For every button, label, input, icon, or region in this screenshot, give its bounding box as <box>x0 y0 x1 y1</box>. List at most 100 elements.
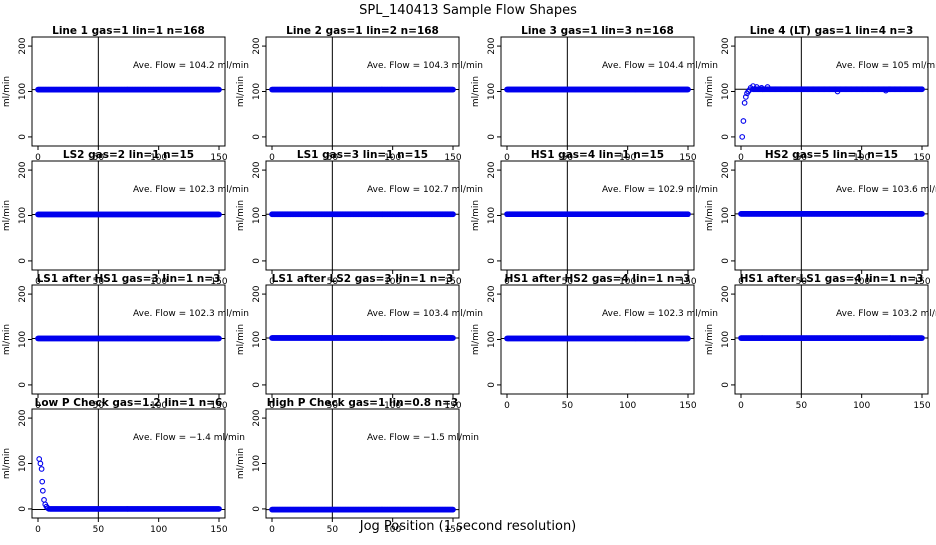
y-tick-label: 0 <box>252 134 262 140</box>
x-tick-label: 50 <box>93 153 105 163</box>
x-tick-label: 150 <box>913 401 930 411</box>
x-tick-label: 50 <box>93 401 105 411</box>
average-flow-annotation: Ave. Flow = 102.9 ml/min <box>602 185 718 195</box>
y-tick-label: 0 <box>487 134 497 140</box>
y-tick-label: 100 <box>252 207 262 224</box>
panel-title: Low P Check gas=1.2 lin=1 n=6 <box>35 397 223 409</box>
x-tick-label: 50 <box>93 277 105 287</box>
y-tick-label: 100 <box>721 83 731 100</box>
x-tick-label: 0 <box>738 153 744 163</box>
y-tick-label: 200 <box>18 409 28 426</box>
x-tick-label: 0 <box>269 153 275 163</box>
y-tick-label: 200 <box>18 37 28 54</box>
panel-title: Line 1 gas=1 lin=1 n=168 <box>52 25 205 37</box>
y-tick-label: 100 <box>18 455 28 472</box>
x-tick-label: 100 <box>150 525 167 535</box>
y-tick-label: 0 <box>18 506 28 512</box>
panel-title: LS2 gas=2 lin=1 n=15 <box>63 149 194 161</box>
data-point <box>450 86 456 93</box>
chart-panel: High P Check gas=1 lin=0.8 n=3 ml/min 0 50 1… <box>236 397 479 535</box>
panel-title: HS2 gas=5 lin=1 n=15 <box>765 149 898 161</box>
y-tick-label: 0 <box>252 382 262 388</box>
x-tick-label: 0 <box>504 401 510 411</box>
y-tick-label: 200 <box>252 409 262 426</box>
x-tick-label: 150 <box>679 277 696 287</box>
data-point <box>216 86 222 93</box>
y-tick-label: 100 <box>18 83 28 100</box>
x-tick-label: 150 <box>444 525 461 535</box>
y-tick-label: 0 <box>487 258 497 264</box>
data-point <box>39 478 46 485</box>
x-tick-label: 150 <box>210 277 227 287</box>
figure-title: SPL_140413 Sample Flow Shapes <box>359 3 577 18</box>
x-tick-label: 50 <box>796 153 808 163</box>
chart-panel: Line 1 gas=1 lin=1 n=168 ml/min 0 50 100 150 0… <box>2 25 249 163</box>
average-flow-annotation: Ave. Flow = 102.3 ml/min <box>133 309 249 319</box>
panel-title: LS1 gas=3 lin=1 n=15 <box>297 149 428 161</box>
chart-panel: HS1 after LS1 gas=4 lin=1 n=3 ml/min 0 50 10… <box>705 273 936 411</box>
plot-frame <box>265 408 460 519</box>
x-tick-label: 0 <box>35 153 41 163</box>
data-point <box>450 335 456 341</box>
y-axis-label: ml/min <box>705 324 715 355</box>
chart-panel: LS1 gas=3 lin=1 n=15 ml/min 0 50 100 150 0 100 2… <box>236 149 483 287</box>
y-axis-label: ml/min <box>471 76 481 107</box>
x-tick-label: 150 <box>913 277 930 287</box>
y-tick-label: 200 <box>487 37 497 54</box>
data-point <box>450 506 456 513</box>
y-tick-label: 200 <box>721 161 731 178</box>
x-tick-label: 0 <box>504 277 510 287</box>
y-tick-label: 100 <box>18 207 28 224</box>
chart-panel: HS1 after HS2 gas=4 lin=1 n=3 ml/min 0 50 10… <box>471 273 718 411</box>
y-tick-label: 100 <box>252 455 262 472</box>
data-points <box>35 335 222 342</box>
data-point <box>216 211 222 218</box>
average-flow-annotation: Ave. Flow = 104.3 ml/min <box>367 61 483 71</box>
x-tick-label: 0 <box>35 401 41 411</box>
panel-title: LS1 after LS2 gas=3 lin=1 n=3 <box>272 273 454 285</box>
y-tick-label: 100 <box>487 207 497 224</box>
data-points <box>738 335 925 341</box>
y-tick-label: 0 <box>18 382 28 388</box>
average-flow-annotation: Ave. Flow = 104.2 ml/min <box>133 61 249 71</box>
data-points <box>269 86 456 93</box>
data-point <box>36 456 43 462</box>
average-flow-annotation: Ave. Flow = 103.2 ml/min <box>836 309 936 319</box>
y-tick-label: 200 <box>487 161 497 178</box>
y-axis-label: ml/min <box>705 76 715 107</box>
average-flow-annotation: Ave. Flow = 102.3 ml/min <box>602 309 718 319</box>
chart-panel: Line 3 gas=1 lin=3 n=168 ml/min 0 50 100 150 0… <box>471 25 718 163</box>
data-point <box>919 211 925 217</box>
data-points <box>269 335 456 341</box>
y-tick-label: 200 <box>18 285 28 302</box>
average-flow-annotation: Ave. Flow = −1.5 ml/min <box>367 433 479 443</box>
x-tick-label: 50 <box>93 525 105 535</box>
data-point <box>38 466 45 472</box>
y-tick-label: 0 <box>721 382 731 388</box>
chart-panel: Line 4 (LT) gas=1 lin=4 n=3 ml/min 0 50 100 1… <box>705 25 936 163</box>
x-tick-label: 150 <box>679 153 696 163</box>
chart-panel: LS1 after HS1 gas=3 lin=1 n=3 ml/min 0 50 10… <box>2 273 249 411</box>
x-tick-label: 100 <box>384 401 401 411</box>
x-tick-label: 150 <box>444 401 461 411</box>
y-tick-label: 200 <box>252 161 262 178</box>
y-tick-label: 200 <box>721 285 731 302</box>
data-point <box>41 496 47 503</box>
x-tick-label: 150 <box>444 277 461 287</box>
x-tick-label: 150 <box>444 153 461 163</box>
y-tick-label: 0 <box>487 382 497 388</box>
data-point <box>39 487 46 494</box>
average-flow-annotation: Ave. Flow = −1.4 ml/min <box>133 433 245 443</box>
y-tick-label: 100 <box>18 331 28 348</box>
panel-title: Line 3 gas=1 lin=3 n=168 <box>521 25 674 37</box>
data-point <box>216 506 222 512</box>
x-tick-label: 0 <box>269 401 275 411</box>
average-flow-annotation: Ave. Flow = 102.7 ml/min <box>367 185 483 195</box>
x-tick-label: 100 <box>384 153 401 163</box>
y-tick-label: 100 <box>487 331 497 348</box>
y-tick-label: 100 <box>721 331 731 348</box>
panel-title: LS1 after HS1 gas=3 lin=1 n=3 <box>37 273 221 285</box>
x-tick-label: 0 <box>738 277 744 287</box>
